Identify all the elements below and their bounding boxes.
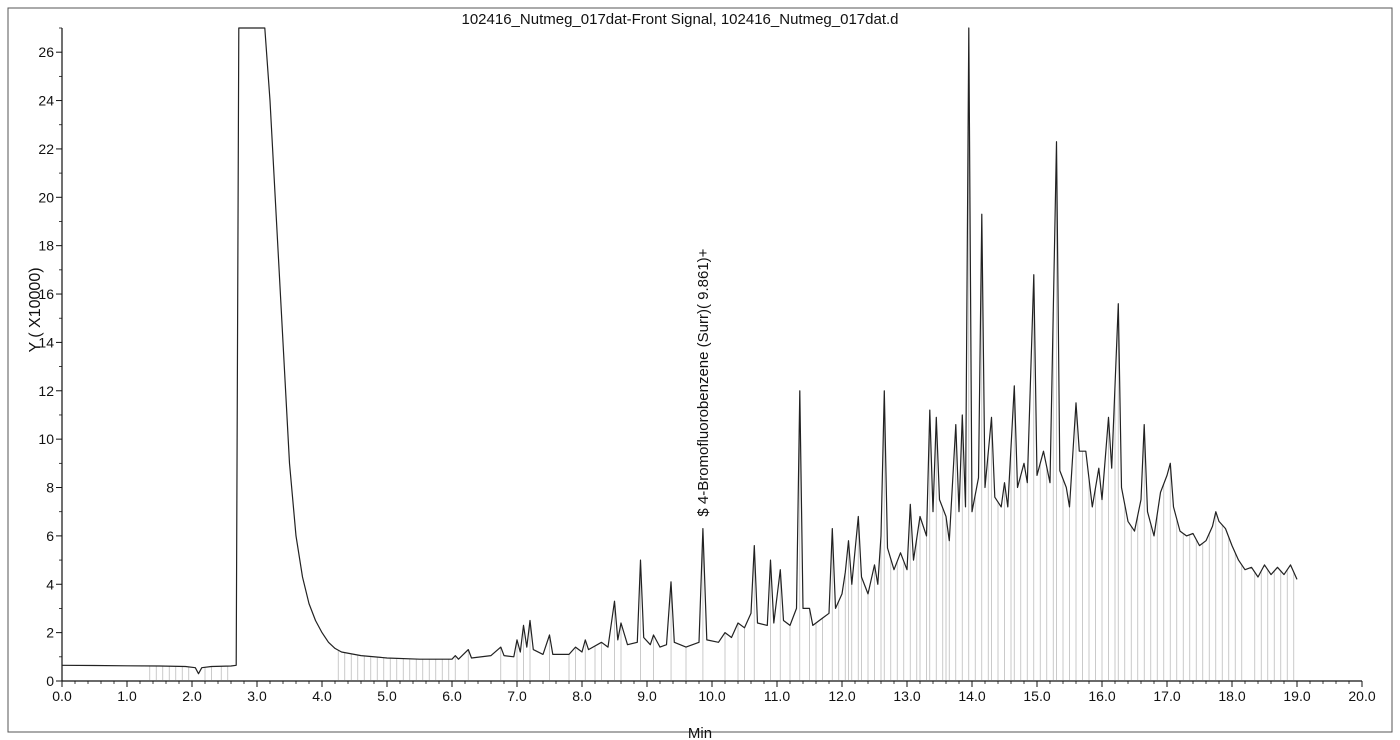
x-axis-label: Min	[688, 725, 712, 740]
x-tick-label: 10.0	[698, 688, 725, 704]
x-tick-label: 19.0	[1283, 688, 1310, 704]
y-axis-label: Y ( X10000)	[27, 267, 44, 352]
y-tick-label: 18	[38, 238, 54, 254]
x-tick-label: 1.0	[117, 688, 137, 704]
x-tick-label: 2.0	[182, 688, 202, 704]
y-tick-label: 26	[38, 44, 54, 60]
x-tick-label: 18.0	[1218, 688, 1245, 704]
x-tick-label: 6.0	[442, 688, 462, 704]
x-tick-label: 12.0	[828, 688, 855, 704]
plot-area: 0.0 1.0 2.0 3.0 4.0 5.0 6.0 7.0 8.0 9.0 10.0 11.0 12…	[38, 27, 1376, 704]
x-tick-label: 7.0	[507, 688, 527, 704]
x-tick-label: 5.0	[377, 688, 397, 704]
y-tick-label: 10	[38, 431, 54, 447]
x-tick-label: 4.0	[312, 688, 332, 704]
y-tick-label: 20	[38, 189, 54, 205]
x-tick-label: 20.0	[1348, 688, 1375, 704]
y-tick-label: 12	[38, 383, 54, 399]
x-tick-label: 3.0	[247, 688, 267, 704]
x-tick-label: 9.0	[637, 688, 657, 704]
y-tick-label: 2	[46, 625, 54, 641]
y-tick-label: 22	[38, 141, 54, 157]
x-tick-label: 0.0	[52, 688, 72, 704]
annotation-label: $ 4-Bromofluorobenzene (Surr)( 9.861)+	[695, 248, 712, 516]
x-tick-label: 16.0	[1088, 688, 1115, 704]
chart-frame	[7, 7, 1393, 733]
y-tick-label: 14	[38, 334, 54, 350]
y-tick-label: 0	[46, 673, 54, 689]
y-tick-label: 16	[38, 286, 54, 302]
chart-title: 102416_Nutmeg_017dat-Front Signal, 10241…	[462, 11, 899, 28]
signal-trace	[61, 27, 1298, 675]
y-tick-label: 8	[46, 480, 54, 496]
x-tick-label: 13.0	[893, 688, 920, 704]
x-tick-label: 14.0	[958, 688, 985, 704]
y-tick-label: 24	[38, 93, 54, 109]
x-tick-label: 17.0	[1153, 688, 1180, 704]
y-tick-label: 4	[46, 576, 54, 592]
x-tick-label: 11.0	[764, 688, 790, 704]
y-tick-label: 6	[46, 528, 54, 544]
x-tick-label: 8.0	[572, 688, 592, 704]
x-tick-label: 15.0	[1023, 688, 1050, 704]
